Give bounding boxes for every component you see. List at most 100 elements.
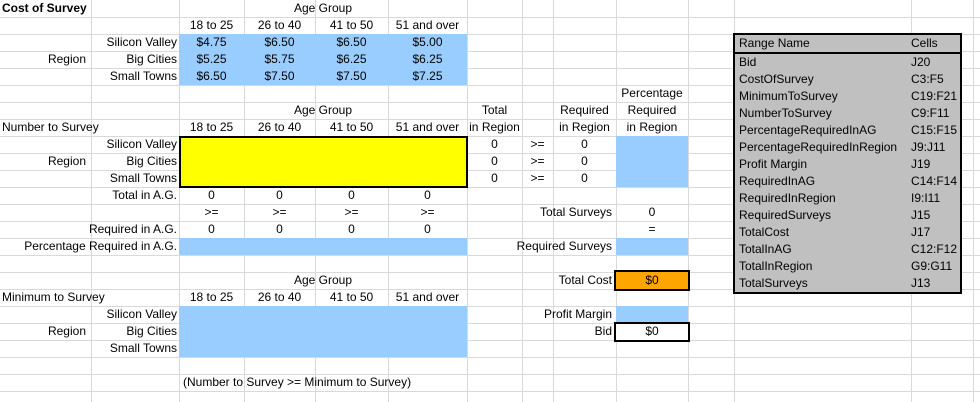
range-name-row[interactable]: NumberToSurvey C9:F11 [735,105,960,122]
total-in-ag-label: Total in A.G. [112,188,177,202]
range-name-panel[interactable]: Range Name Cells Bid J20 CostOfSurvey C3… [733,33,962,294]
pct-required-in-region-header: Required [627,103,677,117]
total-in-region-value: 0 [491,137,498,151]
panel-rows: Bid J20 CostOfSurvey C3:F5 MinimumToSurv… [735,54,960,292]
number-to-survey-input-cells[interactable] [179,136,468,188]
range-name: RequiredSurveys [739,208,832,222]
region-row-label: Silicon Valley [106,35,177,49]
cost-value-cell[interactable]: $6.25 [412,52,443,66]
range-name-row[interactable]: RequiredInRegion I9:I11 [735,190,960,207]
minimum-to-survey-cells[interactable] [179,306,467,357]
age-col-header: 18 to 25 [189,290,234,304]
range-name: Profit Margin [739,157,808,171]
range-name-row[interactable]: Bid J20 [735,54,960,71]
range-name-row[interactable]: CostOfSurvey C3:F5 [735,71,960,88]
panel-header-name: Range Name [739,36,810,50]
required-in-ag-value: 0 [348,222,355,236]
total-in-ag-value: 0 [208,188,215,202]
required-in-ag-label: Required in A.G. [88,222,177,236]
range-name-row[interactable]: RequiredInAG C14:F14 [735,173,960,190]
range-name-row[interactable]: Profit Margin J19 [735,156,960,173]
total-in-region-header: Total [481,103,508,117]
age-col-header: 51 and over [395,120,460,134]
region-label: Region [47,52,86,66]
cost-value-cell[interactable]: $6.50 [264,35,295,49]
total-cost-value[interactable]: $0 [645,273,659,287]
range-name: NumberToSurvey [739,106,832,120]
range-name-row[interactable]: TotalCost J17 [735,224,960,241]
region-label: Region [47,324,86,338]
age-col-header: 41 to 50 [329,120,374,134]
range-cells: I9:I11 [911,191,941,205]
pct-required-in-ag-cells[interactable] [179,238,467,255]
region-row-label: Small Towns [109,341,177,355]
equals-operator: = [648,222,656,236]
range-name: PercentageRequiredInAG [739,123,877,137]
range-name-row[interactable]: TotalInRegion G9:G11 [735,258,960,275]
range-name-row[interactable]: PercentageRequiredInRegion J9:J11 [735,139,960,156]
cost-value-cell[interactable]: $5.75 [264,52,295,66]
region-row-label: Small Towns [109,171,177,185]
pct-required-in-region-cells[interactable] [616,136,688,187]
ge-operator: >= [272,205,287,219]
region-label: Region [47,154,86,168]
required-in-region-value: 0 [581,154,588,168]
age-group-header: Age Group [293,1,353,15]
range-cells: C15:F15 [911,123,958,137]
range-name: Bid [739,55,757,69]
range-name-row[interactable]: TotalSurveys J13 [735,275,960,292]
range-cells: C14:F14 [911,174,958,188]
ge-operator: >= [204,205,219,219]
total-surveys-value: 0 [648,205,656,219]
age-col-header: 18 to 25 [189,18,234,32]
cost-value-cell[interactable]: $5.00 [412,35,443,49]
profit-margin-cell[interactable] [616,306,688,323]
cost-value-cell[interactable]: $6.25 [336,52,367,66]
total-surveys-label: Total Surveys [539,205,612,219]
required-in-region-header: in Region [559,120,610,134]
range-name: RequiredInAG [739,174,816,188]
bid-value[interactable]: $0 [645,324,659,338]
age-col-header: 51 and over [395,290,460,304]
range-name-row[interactable]: PercentageRequiredInAG C15:F15 [735,122,960,139]
required-surveys-cell[interactable] [616,238,688,255]
range-cells: G9:G11 [911,259,953,273]
cost-value-cell[interactable]: $5.25 [196,52,227,66]
required-in-ag-value: 0 [208,222,215,236]
bid-cell[interactable] [614,322,690,342]
total-cost-label: Total Cost [558,273,612,287]
total-in-region-value: 0 [491,154,498,168]
range-name: TotalInRegion [739,259,813,273]
cost-value-cell[interactable]: $6.50 [196,69,227,83]
total-in-region-header: in Region [469,120,520,134]
required-in-region-value: 0 [581,171,588,185]
required-in-region-value: 0 [581,137,588,151]
cost-matrix-cells[interactable] [179,34,467,85]
total-cost-cell[interactable] [614,270,690,291]
range-name: TotalCost [739,225,790,239]
range-cells: C12:F12 [911,242,958,256]
range-cells: C9:F11 [911,106,950,120]
range-name: RequiredInRegion [739,191,836,205]
cost-value-cell[interactable]: $6.50 [336,35,367,49]
range-name: TotalInAG [739,242,792,256]
range-cells: J15 [911,208,931,222]
range-name-row[interactable]: TotalInAG C12:F12 [735,241,960,258]
cost-value-cell[interactable]: $7.50 [336,69,367,83]
range-name-row[interactable]: MinimumToSurvey C19:F21 [735,88,960,105]
required-surveys-label: Required Surveys [516,239,612,253]
region-row-label: Small Towns [109,69,177,83]
cost-value-cell[interactable]: $4.75 [196,35,227,49]
pct-required-in-region-header: Percentage [621,86,683,100]
cost-value-cell[interactable]: $7.25 [412,69,443,83]
panel-header-row: Range Name Cells [735,35,960,54]
profit-margin-label: Profit Margin [543,307,612,321]
ge-operator: >= [420,205,435,219]
range-name: MinimumToSurvey [739,89,838,103]
region-row-label: Big Cities [126,52,177,66]
cost-value-cell[interactable]: $7.50 [264,69,295,83]
range-name-row[interactable]: RequiredSurveys J15 [735,207,960,224]
range-name: PercentageRequiredInRegion [739,140,898,154]
age-col-header: 26 to 40 [257,18,302,32]
